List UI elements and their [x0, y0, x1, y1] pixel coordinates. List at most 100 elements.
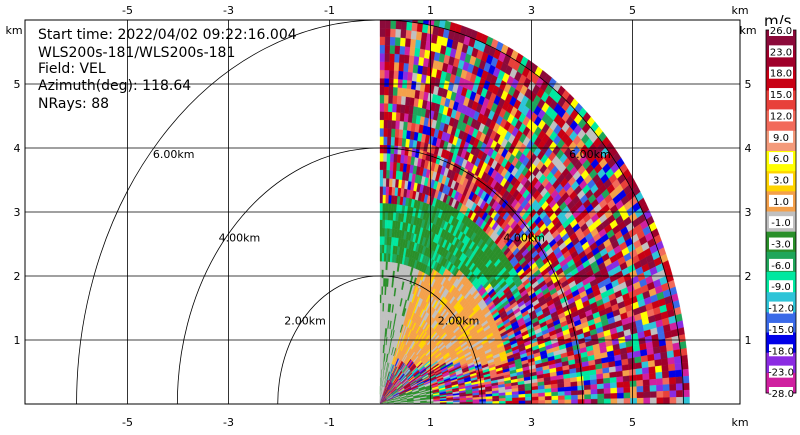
- velocity-bin: [665, 343, 674, 352]
- velocity-bin: [597, 398, 605, 404]
- velocity-bin: [394, 128, 400, 138]
- x-tick-label-top: 1: [427, 4, 434, 17]
- velocity-bin: [609, 377, 617, 384]
- colorbar: m/s 26.023.018.015.012.09.06.03.01.0-1.0…: [764, 12, 797, 400]
- colorbar-level-label: -3.0: [771, 240, 791, 251]
- velocity-bin: [584, 394, 592, 400]
- velocity-bin: [662, 384, 670, 392]
- velocity-bin: [629, 380, 637, 388]
- velocity-bin: [382, 219, 386, 229]
- velocity-bin: [392, 95, 398, 105]
- colorbar-level-label: 1.0: [773, 197, 789, 208]
- velocity-bin: [583, 375, 591, 382]
- velocity-bin: [402, 71, 409, 81]
- velocity-bin: [408, 55, 415, 65]
- velocity-bin: [405, 37, 412, 48]
- y-tick-label-left: 4: [14, 142, 21, 155]
- velocity-bin: [385, 186, 390, 196]
- velocity-bin: [668, 363, 676, 372]
- field-text: Field: VEL: [38, 61, 106, 77]
- velocity-bin: [627, 357, 636, 365]
- velocity-bin: [610, 398, 618, 404]
- velocity-bin: [557, 391, 565, 397]
- velocity-bin: [389, 161, 394, 171]
- velocity-bin: [663, 397, 671, 404]
- x-tick-label-top: -1: [324, 4, 335, 17]
- velocity-bin: [656, 384, 664, 392]
- velocity-bin: [390, 145, 395, 154]
- velocity-bin: [518, 393, 526, 398]
- velocity-bin: [589, 374, 597, 381]
- velocity-bin: [453, 400, 460, 403]
- velocity-bin: [634, 362, 643, 370]
- x-tick-label-top: -3: [223, 4, 234, 17]
- velocity-bin: [379, 277, 382, 287]
- velocity-bin: [617, 398, 625, 404]
- velocity-bin: [406, 21, 413, 31]
- azimuth-text: Azimuth(deg): 118.64: [38, 78, 191, 94]
- x-tick-label-top: -5: [122, 4, 133, 17]
- colorbar-level-label: 26.0: [770, 26, 792, 37]
- velocity-bin: [524, 390, 532, 395]
- velocity-bin: [622, 369, 630, 377]
- axis-unit-label: km: [731, 4, 748, 17]
- velocity-bin: [675, 376, 683, 385]
- velocity-bin: [379, 119, 385, 129]
- velocity-bin: [577, 380, 585, 387]
- velocity-bin: [538, 396, 546, 401]
- velocity-bin: [382, 236, 385, 245]
- velocity-bin: [616, 381, 624, 389]
- velocity-bin: [655, 371, 663, 380]
- velocity-bin: [661, 364, 669, 373]
- velocity-bin: [643, 385, 651, 393]
- velocity-bin: [379, 202, 383, 212]
- y-tick-label-right: 5: [745, 78, 752, 91]
- velocity-bin: [384, 44, 391, 54]
- velocity-bin: [603, 377, 611, 384]
- x-tick-label-bottom: 5: [629, 416, 636, 429]
- velocity-bin: [387, 136, 392, 146]
- velocity-bin: [379, 144, 384, 154]
- velocity-bin: [383, 128, 388, 137]
- velocity-bin: [623, 381, 631, 388]
- velocity-bin: [384, 78, 390, 87]
- velocity-bin: [551, 391, 559, 397]
- velocity-bin: [641, 367, 650, 375]
- velocity-bin: [383, 161, 387, 171]
- velocity-bin: [603, 382, 611, 389]
- velocity-bin: [401, 87, 407, 97]
- velocity-bin: [383, 136, 388, 146]
- velocity-bin: [577, 399, 585, 404]
- velocity-bin: [584, 389, 592, 395]
- velocity-bin: [564, 399, 572, 404]
- colorbar-level-label: 23.0: [770, 47, 792, 58]
- velocity-bin: [379, 236, 383, 245]
- velocity-bin: [384, 61, 390, 71]
- x-tick-label-bottom: -1: [324, 416, 335, 429]
- velocity-bin: [577, 394, 585, 400]
- velocity-bin: [596, 373, 604, 380]
- velocity-bin: [628, 363, 636, 371]
- colorbar-level-label: -23.0: [768, 368, 794, 379]
- velocity-bin: [400, 20, 408, 30]
- velocity-bin: [385, 178, 390, 187]
- velocity-bin: [472, 399, 480, 403]
- velocity-bin: [557, 382, 565, 389]
- velocity-bin: [391, 128, 396, 138]
- velocity-bin: [498, 398, 506, 402]
- velocity-bin: [492, 398, 500, 402]
- velocity-bin: [386, 161, 391, 171]
- velocity-bin: [395, 112, 401, 122]
- velocity-bin: [656, 391, 664, 398]
- velocity-bin: [384, 69, 390, 79]
- velocity-bin: [379, 227, 383, 237]
- velocity-bin: [551, 395, 559, 401]
- range-ring-label-left: 4.00km: [219, 231, 261, 244]
- velocity-bin: [563, 382, 572, 388]
- velocity-bin: [635, 374, 644, 381]
- velocity-bin: [485, 396, 493, 400]
- velocity-bin: [629, 374, 637, 382]
- velocity-bin: [389, 53, 395, 63]
- y-tick-label-right: 1: [745, 334, 752, 347]
- velocity-bin: [570, 381, 578, 387]
